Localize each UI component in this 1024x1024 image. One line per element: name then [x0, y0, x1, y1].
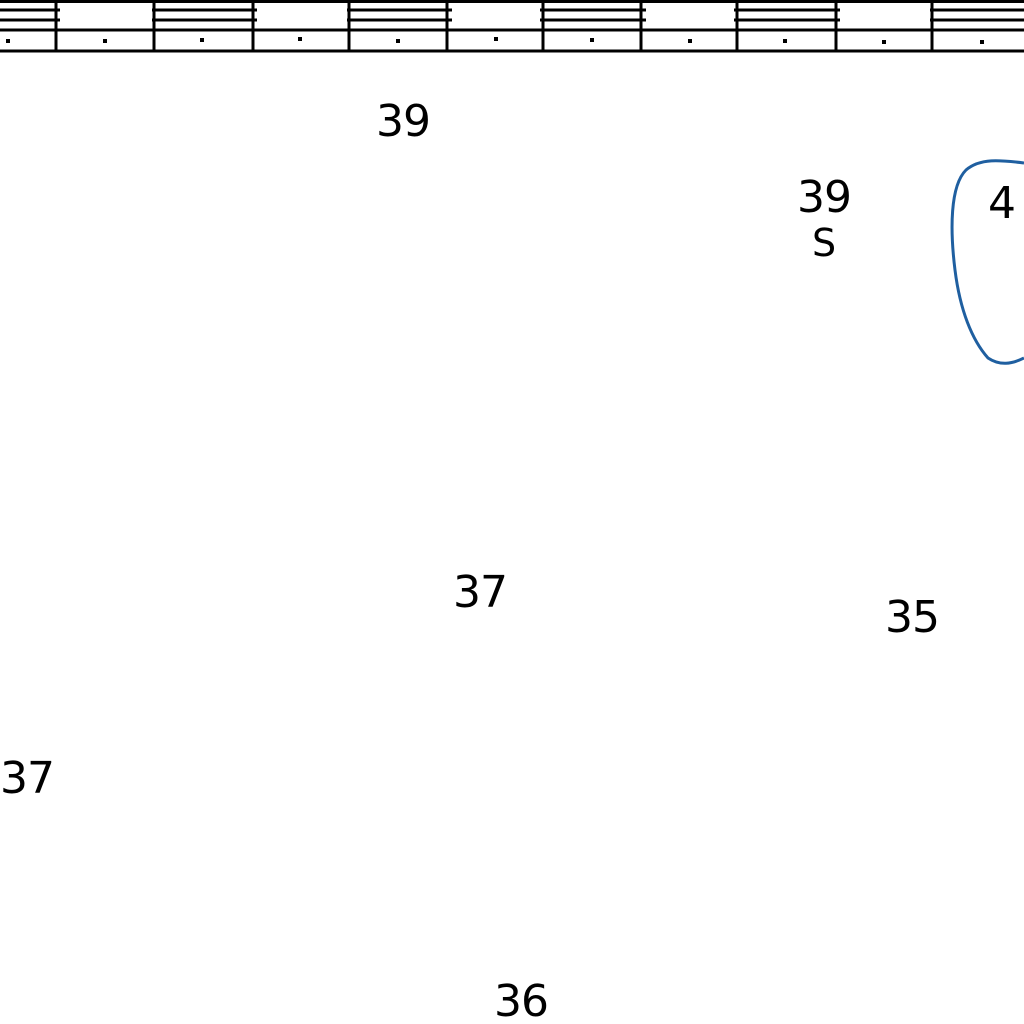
border-dividers — [54, 0, 934, 52]
sounding-37-left: 37 — [0, 753, 55, 804]
sounding-clipped-edge: 4 — [988, 178, 1016, 229]
border-segments — [60, 4, 930, 26]
sounding-35: 35 — [885, 592, 940, 643]
chart-border-strip — [0, 0, 1024, 53]
sounding-39-right: 39 — [797, 172, 852, 223]
bottom-quality-sand: S — [812, 221, 837, 265]
sounding-36: 36 — [494, 976, 549, 1024]
sounding-37-center: 37 — [453, 567, 508, 618]
border-ticks — [6, 37, 984, 44]
sounding-39-top: 39 — [376, 96, 431, 147]
